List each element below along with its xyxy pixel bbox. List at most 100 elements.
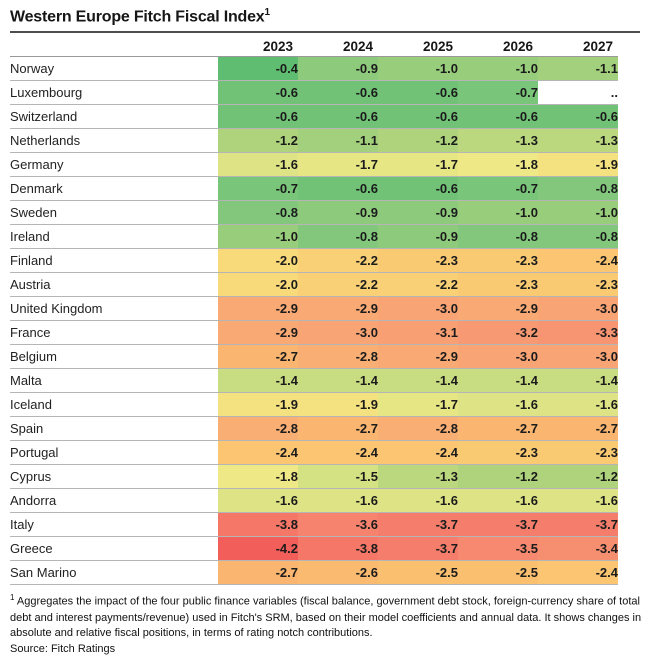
title-superscript: 1 xyxy=(264,7,271,18)
value-cell: -1.0 xyxy=(458,56,538,82)
value-cell: -2.3 xyxy=(538,440,618,466)
value-cell: -0.9 xyxy=(378,200,458,226)
value-cell: -0.9 xyxy=(378,224,458,250)
value-cell: -2.2 xyxy=(378,272,458,298)
value-cell: -1.4 xyxy=(378,368,458,394)
country-label: San Marino xyxy=(10,560,218,586)
value-cell: -0.6 xyxy=(218,104,298,130)
value-cell: -2.6 xyxy=(298,560,378,586)
value-cell: -0.8 xyxy=(218,200,298,226)
value-cell: -2.7 xyxy=(218,560,298,586)
value-cell: -0.9 xyxy=(298,200,378,226)
value-cell: -2.9 xyxy=(218,320,298,346)
value-cell: -0.6 xyxy=(378,104,458,130)
value-cell: -3.0 xyxy=(298,320,378,346)
footnote: 1 Aggregates the impact of the four publ… xyxy=(10,592,644,641)
value-cell: -0.7 xyxy=(458,80,538,106)
country-label: United Kingdom xyxy=(10,296,218,322)
value-cell: -1.7 xyxy=(378,392,458,418)
table-row: Andorra -1.6 -1.6 -1.6 -1.6 -1.6 xyxy=(10,488,618,514)
value-cell: -0.7 xyxy=(458,176,538,202)
table-row: Switzerland -0.6 -0.6 -0.6 -0.6 -0.6 xyxy=(10,104,618,130)
table-row: Belgium -2.7 -2.8 -2.9 -3.0 -3.0 xyxy=(10,344,618,370)
value-cell: -1.0 xyxy=(378,56,458,82)
value-cell: -2.4 xyxy=(218,440,298,466)
year-column-header: 2025 xyxy=(378,33,458,58)
table-row: Sweden -0.8 -0.9 -0.9 -1.0 -1.0 xyxy=(10,200,618,226)
value-cell: -2.5 xyxy=(458,560,538,586)
table-row: Luxembourg -0.6 -0.6 -0.6 -0.7.. xyxy=(10,80,618,106)
value-cell: -2.7 xyxy=(298,416,378,442)
value-cell: -1.3 xyxy=(378,464,458,490)
table-row: Denmark -0.7 -0.6 -0.6 -0.7 -0.8 xyxy=(10,176,618,202)
value-cell: -3.1 xyxy=(378,320,458,346)
value-cell: -0.6 xyxy=(458,104,538,130)
value-cell: -3.5 xyxy=(458,536,538,562)
value-cell: -1.4 xyxy=(538,368,618,394)
value-cell: -3.7 xyxy=(378,512,458,538)
country-label: Luxembourg xyxy=(10,80,218,106)
table-header: 2023 2024 2025 2026 2027 xyxy=(10,33,618,58)
country-label: Andorra xyxy=(10,488,218,514)
country-label: Iceland xyxy=(10,392,218,418)
value-cell: -1.0 xyxy=(538,200,618,226)
country-label: France xyxy=(10,320,218,346)
value-cell: -2.4 xyxy=(298,440,378,466)
value-cell: -3.0 xyxy=(538,344,618,370)
value-cell: -1.4 xyxy=(458,368,538,394)
value-cell: -2.2 xyxy=(298,248,378,274)
value-cell: -2.9 xyxy=(218,296,298,322)
value-cell: -1.6 xyxy=(458,488,538,514)
value-cell: -1.6 xyxy=(298,488,378,514)
country-label: Austria xyxy=(10,272,218,298)
country-label: Finland xyxy=(10,248,218,274)
table-row: Italy -3.8 -3.6 -3.7 -3.7 -3.7 xyxy=(10,512,618,538)
value-cell: -0.6 xyxy=(378,80,458,106)
value-cell: -1.9 xyxy=(538,152,618,178)
value-cell: -1.1 xyxy=(538,56,618,82)
value-cell: -2.0 xyxy=(218,272,298,298)
value-cell: -2.4 xyxy=(538,248,618,274)
country-label: Denmark xyxy=(10,176,218,202)
value-cell: -2.4 xyxy=(538,560,618,586)
value-cell: -3.3 xyxy=(538,320,618,346)
value-cell: -2.3 xyxy=(378,248,458,274)
value-cell: -3.0 xyxy=(458,344,538,370)
value-cell: -3.0 xyxy=(538,296,618,322)
value-cell: -1.5 xyxy=(298,464,378,490)
table-row: Ireland -1.0 -0.8 -0.9 -0.8 -0.8 xyxy=(10,224,618,250)
value-cell: -2.9 xyxy=(378,344,458,370)
value-cell: -1.7 xyxy=(298,152,378,178)
value-cell: -1.2 xyxy=(378,128,458,154)
value-cell: .. xyxy=(538,80,618,106)
value-cell: -2.9 xyxy=(298,296,378,322)
value-cell: -1.2 xyxy=(538,464,618,490)
country-label: Portugal xyxy=(10,440,218,466)
value-cell: -3.7 xyxy=(538,512,618,538)
country-label: Ireland xyxy=(10,224,218,250)
value-cell: -2.8 xyxy=(378,416,458,442)
country-label: Netherlands xyxy=(10,128,218,154)
value-cell: -2.9 xyxy=(458,296,538,322)
country-label: Greece xyxy=(10,536,218,562)
value-cell: -0.6 xyxy=(538,104,618,130)
value-cell: -2.8 xyxy=(218,416,298,442)
value-cell: -3.6 xyxy=(298,512,378,538)
table-row: France -2.9 -3.0 -3.1 -3.2 -3.3 xyxy=(10,320,618,346)
fiscal-index-table: 2023 2024 2025 2026 2027 Norway -0.4 -0.9 -1.0-… xyxy=(10,33,618,586)
value-cell: -2.7 xyxy=(458,416,538,442)
value-cell: -2.7 xyxy=(538,416,618,442)
value-cell: -1.4 xyxy=(218,368,298,394)
value-cell: -2.3 xyxy=(538,272,618,298)
country-label: Italy xyxy=(10,512,218,538)
table-row: Portugal -2.4 -2.4 -2.4 -2.3 -2.3 xyxy=(10,440,618,466)
value-cell: -1.3 xyxy=(538,128,618,154)
country-label: Belgium xyxy=(10,344,218,370)
value-cell: -3.4 xyxy=(538,536,618,562)
value-cell: -3.8 xyxy=(218,512,298,538)
table-body: Norway -0.4 -0.9 -1.0 -1.0 -1.1 Luxembourg -0.6… xyxy=(10,56,618,586)
value-cell: -1.6 xyxy=(458,392,538,418)
value-cell: -0.6 xyxy=(298,80,378,106)
header-row: 2023 2024 2025 2026 2027 xyxy=(10,33,618,58)
